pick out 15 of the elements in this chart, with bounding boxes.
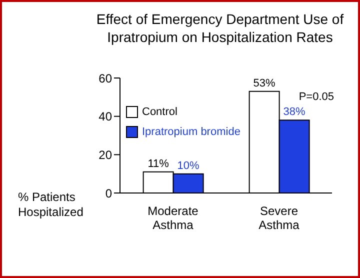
y-tick-label: 40 bbox=[98, 110, 112, 124]
x-tick-label: Moderate Asthma bbox=[148, 204, 199, 232]
data-label: 53% bbox=[253, 77, 276, 90]
data-label: 38% bbox=[283, 106, 306, 118]
y-tick-label: 0 bbox=[105, 186, 112, 200]
legend-label: Control bbox=[142, 105, 178, 120]
y-axis-title: % Patients Hospitalized bbox=[18, 190, 84, 220]
y-tick-label: 60 bbox=[98, 71, 112, 86]
data-label: 11% bbox=[148, 158, 170, 170]
y-tick-label: 20 bbox=[98, 148, 112, 162]
legend-label: Ipratropium bromide bbox=[142, 125, 240, 140]
data-label: 10% bbox=[177, 160, 200, 172]
chart-title: Effect of Emergency Department Use of Ipratropium on Hospitalization Rates bbox=[95, 10, 345, 46]
x-tick-label: Severe Asthma bbox=[258, 204, 300, 232]
annotation: P=0.05 bbox=[298, 91, 334, 103]
